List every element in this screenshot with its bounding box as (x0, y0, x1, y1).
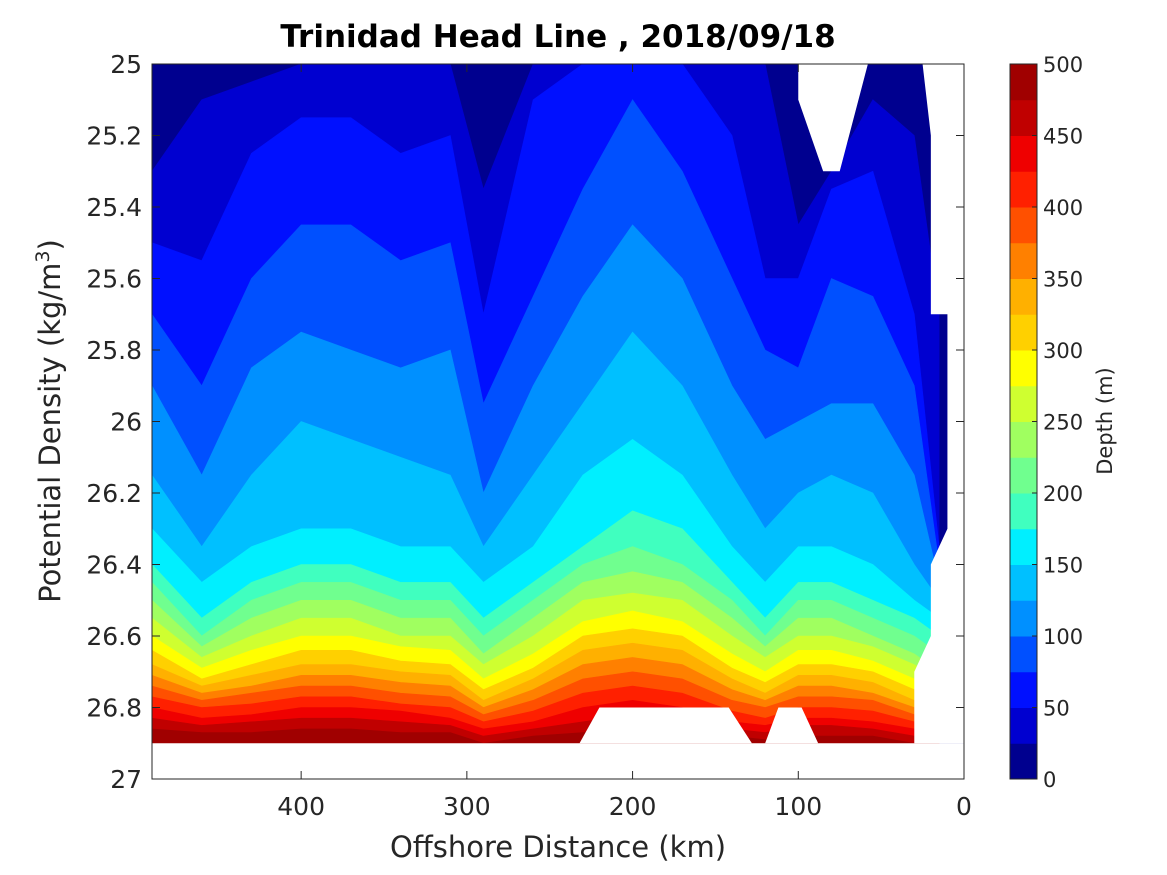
x-axis-label: Offshore Distance (km) (390, 830, 726, 864)
colorbar-tick-label: 300 (1043, 339, 1083, 363)
colorbar-band (1010, 493, 1037, 530)
colorbar-band (1010, 278, 1037, 315)
y-tick-label: 25 (110, 50, 142, 79)
colorbar-tick-label: 200 (1043, 482, 1083, 506)
y-axis-ticks: 25 25.2 25.4 25.6 25.8 26 26.2 26.4 26.6 26.8 27 (86, 50, 964, 794)
colorbar-band (1010, 707, 1037, 744)
colorbar: 0 50 100 150 200 250 300 350 400 450 500 Depth (m) (1009, 53, 1117, 792)
colorbar-tick-label: 450 (1043, 125, 1083, 149)
colorbar-tick-label: 0 (1043, 768, 1056, 792)
y-tick-label: 26 (110, 408, 142, 437)
colorbar-tick-label: 400 (1043, 196, 1083, 220)
colorbar-band (1010, 421, 1037, 458)
mask-below-bottom (152, 743, 964, 779)
missing-data-masks (152, 64, 964, 779)
y-axis-label: Potential Density (kg/m3) (32, 239, 67, 603)
y-tick-label: 27 (110, 765, 142, 794)
colorbar-band (1010, 385, 1037, 422)
y-tick-label: 26.4 (86, 551, 142, 580)
mask-nearshore (914, 64, 964, 744)
colorbar-band (1010, 743, 1037, 780)
x-tick-label: 0 (956, 792, 972, 821)
y-tick-label: 25.4 (86, 193, 142, 222)
colorbar-band (1010, 64, 1037, 101)
colorbar-band (1010, 564, 1037, 601)
y-axis-label-main: Potential Density (kg/m (33, 263, 67, 603)
colorbar-band (1010, 457, 1037, 494)
colorbar-band (1010, 242, 1037, 279)
colorbar-band (1010, 207, 1037, 244)
colorbar-band (1010, 171, 1037, 208)
chart-title: Trinidad Head Line , 2018/09/18 (280, 19, 835, 55)
colorbar-band (1010, 528, 1037, 565)
y-tick-label: 25.2 (86, 122, 142, 151)
colorbar-tick-label: 250 (1043, 411, 1083, 435)
y-tick-label: 25.8 (86, 336, 142, 365)
mask-bottom-gap-1 (579, 707, 752, 744)
x-tick-label: 100 (774, 792, 822, 821)
y-tick-label: 26.8 (86, 694, 142, 723)
colorbar-tick-label: 100 (1043, 625, 1083, 649)
colorbar-label: Depth (m) (1093, 367, 1117, 474)
colorbar-band (1010, 135, 1037, 172)
x-tick-label: 200 (609, 792, 657, 821)
colorbar-band (1010, 600, 1037, 637)
colorbar-band (1010, 314, 1037, 351)
y-axis-label-close: ) (33, 239, 67, 250)
y-axis-label-superscript: 3 (32, 250, 54, 262)
y-tick-label: 26.6 (86, 622, 142, 651)
x-tick-label: 400 (277, 792, 325, 821)
colorbar-tick-label: 350 (1043, 268, 1083, 292)
x-axis-ticks: 400 300 200 100 0 (277, 64, 972, 821)
colorbar-band (1010, 636, 1037, 673)
x-tick-label: 300 (443, 792, 491, 821)
mask-upper-gap (798, 64, 868, 172)
colorbar-ticks: 0 50 100 150 200 250 300 350 400 450 500 (1032, 53, 1083, 792)
colorbar-bands (1010, 64, 1037, 780)
colorbar-tick-label: 50 (1043, 697, 1070, 721)
colorbar-tick-label: 500 (1043, 53, 1083, 77)
y-tick-label: 25.6 (86, 265, 142, 294)
colorbar-band (1010, 350, 1037, 387)
contour-fills (152, 64, 964, 748)
colorbar-band (1010, 99, 1037, 136)
colorbar-tick-label: 150 (1043, 554, 1083, 578)
colorbar-band (1010, 671, 1037, 708)
y-tick-label: 26.2 (86, 479, 142, 508)
plot-area: 400 300 200 100 0 25 25.2 25.4 25.6 25.8 26 26.2 26… (86, 50, 972, 821)
mask-bottom-gap-2 (765, 707, 819, 744)
